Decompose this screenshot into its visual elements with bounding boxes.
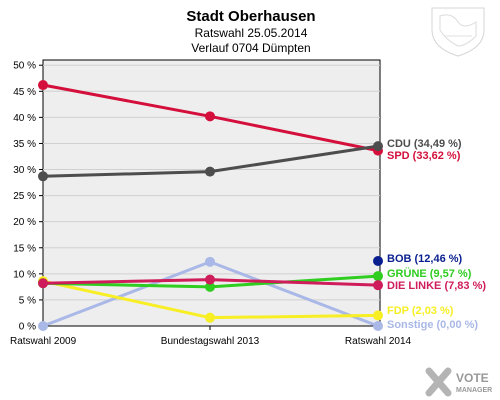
data-point-gr-ne [373, 271, 383, 282]
data-point-sonstige [205, 256, 215, 267]
series-layer [38, 80, 383, 331]
data-point-die-linke [38, 278, 48, 289]
legend-label-fdp: FDP (2,03 %) [387, 305, 454, 317]
logo-text-vote: VOTE [456, 371, 489, 385]
data-point-fdp [373, 310, 383, 321]
y-tick-label: 40 % [13, 113, 36, 124]
data-point-bob [373, 256, 383, 267]
legend-label-sonstige: Sonstige (0,00 %) [387, 319, 478, 331]
data-point-gr-ne [205, 281, 215, 292]
y-tick-label: 20 % [13, 217, 36, 228]
vote-x-icon [425, 367, 452, 397]
x-tick-label: Bundestagswahl 2013 [161, 336, 260, 347]
data-point-spd [205, 111, 215, 122]
x-axis: Ratswahl 2009 Bundestagswahl 2013 Ratswahl… [10, 326, 412, 347]
y-tick-label: 10 % [13, 269, 36, 280]
y-tick-label: 15 % [13, 243, 36, 254]
x-tick-label: Ratswahl 2009 [10, 336, 77, 347]
y-axis: 0 % 5 % 10 % 15 % 20 % 25 % 30 % 35 % 40 % 45 % 50… [13, 61, 380, 333]
y-tick-label: 50 % [13, 61, 36, 72]
legend: CDU (34,49 %)SPD (33,62 %) BOB (12,46 %) G… [387, 138, 486, 331]
legend-label-gr-ne: GRÜNE (9,57 %) [387, 267, 472, 280]
data-point-cdu [205, 166, 215, 177]
data-point-sonstige [38, 321, 48, 331]
coat-of-arms-icon [431, 7, 485, 57]
data-point-cdu [38, 171, 48, 182]
y-tick-label: 25 % [13, 191, 36, 202]
data-point-die-linke [373, 280, 383, 291]
data-point-cdu [373, 141, 383, 152]
legend-label-spd: SPD (33,62 %) [387, 150, 461, 162]
legend-label-die-linke: DIE LINKE (7,83 %) [387, 280, 486, 292]
data-point-fdp [205, 312, 215, 323]
logo-text-manager: MANAGER [456, 387, 492, 394]
y-tick-label: 30 % [13, 165, 36, 176]
data-point-spd [38, 80, 48, 91]
legend-label-bob: BOB (12,46 %) [387, 253, 463, 265]
vote-manager-logo: VOTE MANAGER [425, 367, 492, 397]
legend-label-cdu: CDU (34,49 %) [387, 138, 462, 150]
data-point-sonstige [373, 321, 383, 331]
chart-title: Stadt Oberhausen [186, 8, 315, 25]
data-point-die-linke [205, 274, 215, 285]
y-tick-label: 35 % [13, 139, 36, 150]
y-tick-label: 5 % [19, 295, 36, 306]
y-tick-label: 0 % [19, 322, 36, 333]
x-tick-label: Ratswahl 2014 [345, 336, 412, 347]
y-tick-label: 45 % [13, 87, 36, 98]
chart-subtitle-district: Verlauf 0704 Dümpten [191, 41, 310, 55]
chart-subtitle-election: Ratswahl 25.05.2014 [195, 26, 308, 40]
